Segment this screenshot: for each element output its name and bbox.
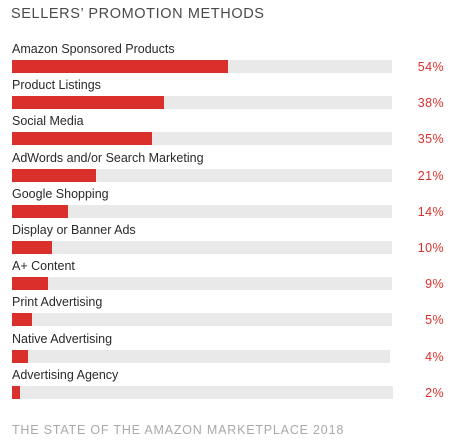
bar-track (12, 349, 390, 363)
bar (12, 349, 28, 363)
value-label: 14% (417, 204, 444, 219)
bar-row: Product Listings 38% (0, 78, 459, 114)
value-label: 4% (425, 349, 444, 364)
bar (12, 132, 152, 146)
category-label: Native Advertising (12, 331, 113, 346)
bar (12, 60, 228, 73)
bar-track (12, 96, 392, 110)
bar-row: Google Shopping 14% (0, 187, 459, 223)
value-label: 38% (417, 96, 444, 111)
bar-track (12, 132, 392, 146)
value-label: 21% (417, 168, 444, 183)
bar-track (12, 241, 392, 254)
category-label: Google Shopping (12, 186, 109, 201)
category-label: Product Listings (12, 78, 101, 93)
bar-track (12, 385, 393, 399)
category-label: Social Media (12, 114, 84, 129)
bar (12, 385, 20, 399)
bar-track (12, 168, 392, 182)
bar (12, 241, 52, 254)
footer-source: THE STATE OF THE AMAZON MARKETPLACE 2018 (12, 423, 345, 437)
bar-row: Amazon Sponsored Products 54% (0, 42, 459, 78)
bar (12, 277, 48, 291)
category-label: Print Advertising (12, 295, 103, 310)
bar (12, 96, 164, 110)
bar-row: A+ Content 9% (0, 259, 459, 295)
chart-title: SELLERS’ PROMOTION METHODS (11, 6, 265, 22)
bar-row: AdWords and/or Search Marketing 21% (0, 151, 459, 187)
bar-track (12, 204, 392, 218)
category-label: Advertising Agency (12, 367, 119, 382)
value-label: 9% (425, 277, 444, 292)
value-label: 35% (417, 132, 444, 147)
bar-track (12, 60, 392, 73)
bar-row: Print Advertising 5% (0, 295, 459, 331)
value-label: 10% (417, 241, 444, 255)
bar-row: Display or Banner Ads 10% (0, 223, 459, 259)
bar-row: Social Media 35% (0, 114, 459, 150)
category-label: A+ Content (12, 259, 75, 274)
bar-track (12, 277, 392, 291)
bar-row: Native Advertising 4% (0, 332, 459, 368)
value-label: 2% (425, 385, 444, 400)
category-label: AdWords and/or Search Marketing (12, 150, 204, 165)
bar (12, 168, 96, 182)
value-label: 5% (425, 313, 444, 328)
category-label: Amazon Sponsored Products (12, 42, 175, 56)
bar-track (12, 313, 392, 327)
bar (12, 204, 68, 218)
bar (12, 313, 32, 327)
value-label: 54% (417, 60, 444, 74)
category-label: Display or Banner Ads (12, 223, 136, 237)
bar-row: Advertising Agency 2% (0, 368, 459, 404)
